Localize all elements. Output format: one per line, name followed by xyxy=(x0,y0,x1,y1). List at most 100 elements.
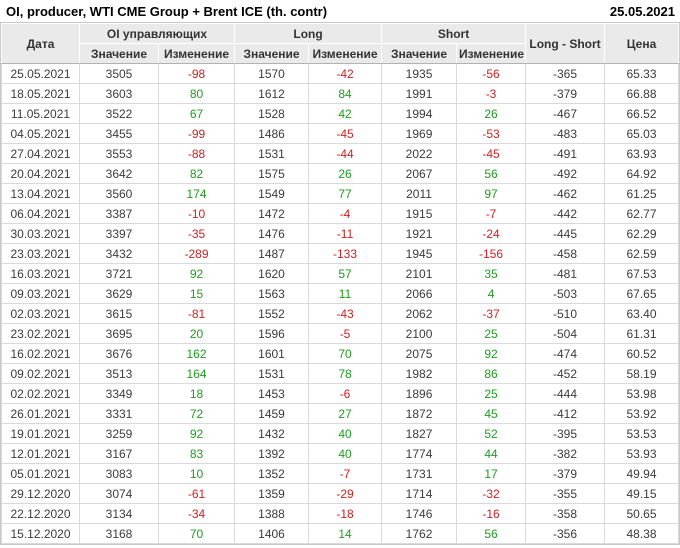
column-header-oi-change: Изменение xyxy=(157,43,236,64)
column-header-long-value: Значение xyxy=(234,43,310,64)
cell-price: 62.77 xyxy=(604,203,679,224)
cell-short-value: 1915 xyxy=(381,203,458,224)
cell-long-change: -29 xyxy=(308,483,383,504)
cell-date: 30.03.2021 xyxy=(1,223,80,244)
cell-price: 53.92 xyxy=(604,403,679,424)
cell-long-short: -458 xyxy=(525,243,606,264)
cell-price: 67.53 xyxy=(604,263,679,284)
cell-short-value: 1774 xyxy=(381,443,458,464)
column-header-oi-value: Значение xyxy=(79,43,159,64)
table-row: 02.02.2021 3349 18 1453 -6 1896 25 -444 53.98 xyxy=(1,383,679,404)
cell-date: 25.05.2021 xyxy=(1,63,80,84)
cell-short-value: 1921 xyxy=(381,223,458,244)
cell-price: 48.38 xyxy=(604,523,679,544)
cell-price: 53.98 xyxy=(604,383,679,404)
cell-long-short: -412 xyxy=(525,403,606,424)
cell-long-change: -6 xyxy=(308,383,383,404)
cell-short-change: 92 xyxy=(456,343,527,364)
table-row: 02.03.2021 3615 -81 1552 -43 2062 -37 -510 63.40 xyxy=(1,303,679,324)
cell-oi-value: 3522 xyxy=(79,103,159,124)
cell-short-value: 2022 xyxy=(381,143,458,164)
cell-date: 15.12.2020 xyxy=(1,523,80,544)
page-title: OI, producer, WTI CME Group + Brent ICE … xyxy=(6,4,328,19)
cell-oi-value: 3134 xyxy=(79,503,159,524)
cell-short-change: 86 xyxy=(456,363,527,384)
column-group-oi: OI управляющих xyxy=(78,23,236,44)
cell-long-short: -481 xyxy=(525,263,606,284)
cell-long-change: 84 xyxy=(308,83,383,104)
cell-long-short: -492 xyxy=(525,163,606,184)
cell-oi-value: 3560 xyxy=(79,183,159,204)
cell-long-value: 1552 xyxy=(234,303,310,324)
cell-long-change: 40 xyxy=(308,443,383,464)
cell-price: 64.92 xyxy=(604,163,679,184)
cell-long-value: 1563 xyxy=(234,283,310,304)
cell-price: 49.15 xyxy=(604,483,679,504)
cell-long-change: 11 xyxy=(308,283,383,304)
cell-short-change: 56 xyxy=(456,523,527,544)
cell-short-change: 26 xyxy=(456,103,527,124)
cell-oi-value: 3642 xyxy=(79,163,159,184)
cell-price: 61.25 xyxy=(604,183,679,204)
cell-long-value: 1487 xyxy=(234,243,310,264)
cell-oi-change: 10 xyxy=(157,463,236,484)
cell-oi-value: 3615 xyxy=(79,303,159,324)
cell-short-change: 52 xyxy=(456,423,527,444)
table-header: Дата OI управляющих Long Short Long - Sh… xyxy=(1,23,679,64)
cell-oi-value: 3553 xyxy=(79,143,159,164)
cell-long-change: -11 xyxy=(308,223,383,244)
cell-oi-value: 3168 xyxy=(79,523,159,544)
cell-long-value: 1549 xyxy=(234,183,310,204)
cell-short-change: -37 xyxy=(456,303,527,324)
cell-price: 65.33 xyxy=(604,63,679,84)
oi-table: Дата OI управляющих Long Short Long - Sh… xyxy=(1,23,679,544)
cell-oi-change: 82 xyxy=(157,163,236,184)
column-header-long-short: Long - Short xyxy=(525,23,606,64)
cell-price: 58.19 xyxy=(604,363,679,384)
table-row: 20.04.2021 3642 82 1575 26 2067 56 -492 64.92 xyxy=(1,163,679,184)
cell-oi-change: -10 xyxy=(157,203,236,224)
cell-price: 62.29 xyxy=(604,223,679,244)
cell-oi-value: 3505 xyxy=(79,63,159,84)
cell-price: 66.88 xyxy=(604,83,679,104)
cell-date: 09.02.2021 xyxy=(1,363,80,384)
cell-long-short: -444 xyxy=(525,383,606,404)
cell-short-change: 56 xyxy=(456,163,527,184)
cell-long-short: -462 xyxy=(525,183,606,204)
cell-long-short: -483 xyxy=(525,123,606,144)
cell-long-change: 14 xyxy=(308,523,383,544)
cell-price: 65.03 xyxy=(604,123,679,144)
cell-price: 67.65 xyxy=(604,283,679,304)
cell-price: 49.94 xyxy=(604,463,679,484)
table-row: 18.05.2021 3603 80 1612 84 1991 -3 -379 66.88 xyxy=(1,83,679,104)
cell-short-value: 1872 xyxy=(381,403,458,424)
cell-short-value: 2067 xyxy=(381,163,458,184)
table-row: 26.01.2021 3331 72 1459 27 1872 45 -412 53.92 xyxy=(1,403,679,424)
cell-oi-value: 3349 xyxy=(79,383,159,404)
table-row: 30.03.2021 3397 -35 1476 -11 1921 -24 -445 62.29 xyxy=(1,223,679,244)
cell-long-short: -474 xyxy=(525,343,606,364)
cell-oi-change: -98 xyxy=(157,63,236,84)
cell-long-change: -133 xyxy=(308,243,383,264)
cell-long-change: -44 xyxy=(308,143,383,164)
cell-oi-change: -61 xyxy=(157,483,236,504)
cell-long-value: 1388 xyxy=(234,503,310,524)
cell-short-change: -156 xyxy=(456,243,527,264)
cell-long-change: -7 xyxy=(308,463,383,484)
cell-date: 13.04.2021 xyxy=(1,183,80,204)
table-row: 09.03.2021 3629 15 1563 11 2066 4 -503 67.65 xyxy=(1,283,679,304)
cell-date: 22.12.2020 xyxy=(1,503,80,524)
cell-long-value: 1472 xyxy=(234,203,310,224)
cell-oi-value: 3387 xyxy=(79,203,159,224)
cell-long-change: 78 xyxy=(308,363,383,384)
cell-long-change: 42 xyxy=(308,103,383,124)
cell-price: 63.93 xyxy=(604,143,679,164)
table-row: 16.03.2021 3721 92 1620 57 2101 35 -481 67.53 xyxy=(1,263,679,284)
cell-oi-value: 3397 xyxy=(79,223,159,244)
cell-short-change: 4 xyxy=(456,283,527,304)
cell-oi-change: -99 xyxy=(157,123,236,144)
cell-long-short: -491 xyxy=(525,143,606,164)
cell-oi-change: 92 xyxy=(157,423,236,444)
cell-long-value: 1528 xyxy=(234,103,310,124)
cell-price: 61.31 xyxy=(604,323,679,344)
